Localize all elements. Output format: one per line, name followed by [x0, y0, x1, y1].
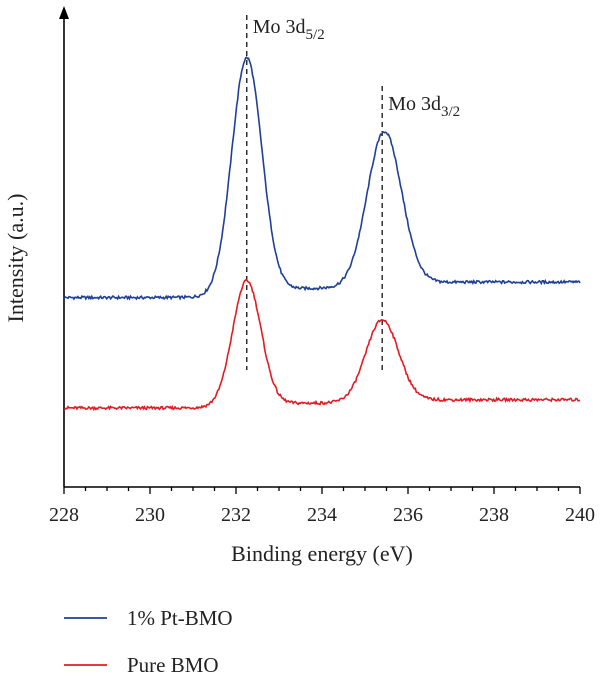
x-tick-label: 236 [393, 504, 423, 526]
peak-annotations: Mo 3d5/2 Mo 3d3/2 [253, 16, 460, 120]
x-ticks: 228 230 232 234 236 238 240 [49, 487, 595, 526]
peak-label: Mo 3d5/2 [253, 16, 325, 43]
series-curves [63, 56, 581, 412]
x-tick-label: 230 [135, 504, 165, 526]
peak-label-subscript: 5/2 [306, 27, 325, 43]
x-axis-title: Binding energy (eV) [231, 541, 413, 566]
series-line-1-pt-bmo [63, 56, 581, 301]
y-axis-arrow [59, 6, 69, 19]
legend: 1% Pt-BMO Pure BMO [64, 606, 233, 677]
y-axis-title: Intensity (a.u.) [3, 194, 28, 323]
x-tick-label: 234 [307, 504, 337, 526]
peak-label-subscript: 3/2 [441, 104, 460, 120]
x-tick-label: 238 [479, 504, 509, 526]
axes [59, 6, 580, 488]
x-tick-label: 228 [49, 504, 79, 526]
series-line-pure-bmo [63, 279, 581, 412]
peak-label: Mo 3d3/2 [388, 93, 460, 120]
legend-label: 1% Pt-BMO [127, 606, 233, 630]
x-tick-label: 232 [221, 504, 251, 526]
x-tick-label: 240 [565, 504, 595, 526]
legend-label: Pure BMO [127, 653, 219, 677]
